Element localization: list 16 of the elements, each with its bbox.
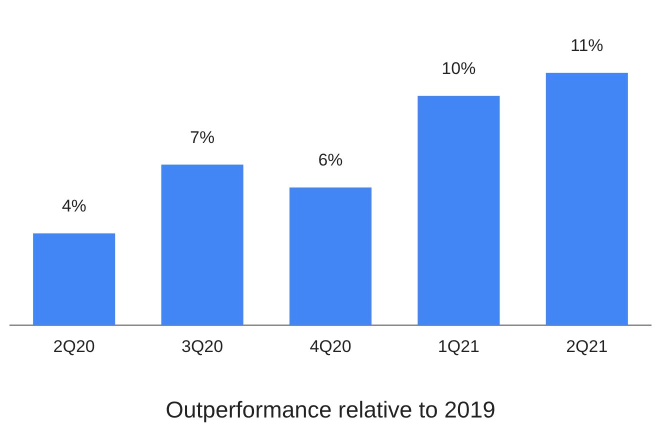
data-label: 7% xyxy=(190,128,215,147)
x-tick-label: 1Q21 xyxy=(438,336,480,356)
x-tick-label: 4Q20 xyxy=(310,336,352,356)
bar xyxy=(418,96,500,325)
bar xyxy=(161,164,244,325)
data-label: 10% xyxy=(442,59,476,78)
data-label: 6% xyxy=(318,150,343,170)
bar xyxy=(546,72,628,325)
x-tick-label: 2Q20 xyxy=(53,336,95,356)
bar xyxy=(289,188,372,325)
data-label: 11% xyxy=(570,36,604,56)
bar xyxy=(33,233,116,325)
x-tick-label: 2Q21 xyxy=(566,336,608,356)
data-label: 4% xyxy=(62,196,86,216)
x-axis-title: Outperformance relative to 2019 xyxy=(166,396,496,423)
x-tick-label: 3Q20 xyxy=(182,336,224,356)
